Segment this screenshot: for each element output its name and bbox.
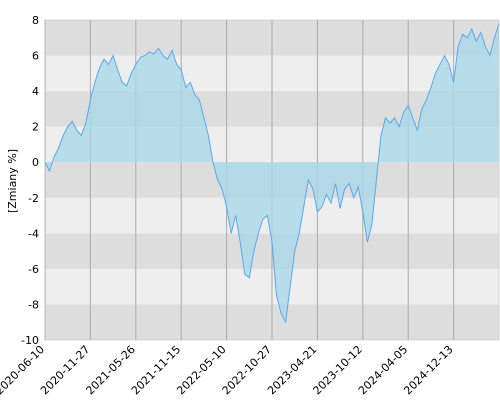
x-tick-label: 2024-12-13 — [401, 343, 455, 397]
line — [44, 23, 500, 324]
y-axis-label: [Zmiany %] — [6, 149, 19, 213]
y-tick-label: -4 — [28, 227, 39, 240]
y-tick-label: -8 — [28, 298, 39, 311]
area — [45, 23, 499, 323]
y-tick-label: -2 — [28, 192, 39, 205]
y-tick-label: 0 — [32, 156, 39, 169]
y-tick-label: -10 — [21, 334, 39, 347]
plot-area — [44, 19, 500, 341]
plot-border — [44, 19, 500, 341]
y-tick-label: 4 — [32, 85, 39, 98]
y-tick-label: -6 — [28, 263, 39, 276]
y-tick-label: 8 — [32, 14, 39, 27]
y-tick-label: 6 — [32, 50, 39, 63]
y-tick-label: 2 — [32, 121, 39, 134]
